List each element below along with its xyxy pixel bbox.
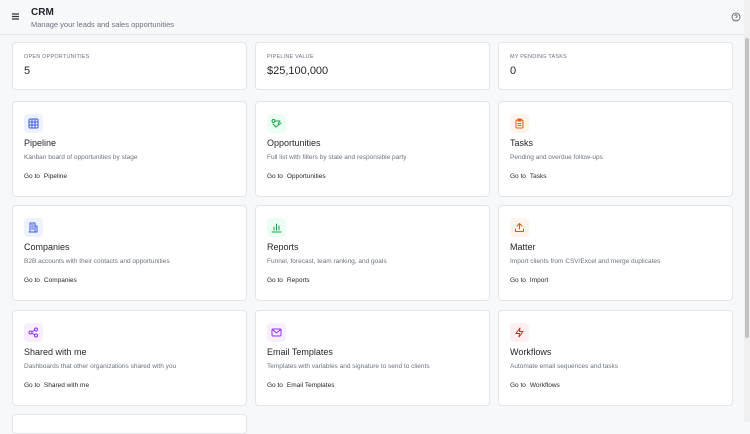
scrollbar-thumb[interactable] (745, 38, 749, 338)
module-description: Automate email sequences and tasks (510, 363, 619, 370)
module-title: Tasks (510, 138, 534, 148)
module-link[interactable]: Go to Opportunities (267, 173, 326, 180)
stat-value: $25,100,000 (267, 65, 329, 77)
module-link[interactable]: Go to Workflows (510, 382, 560, 389)
stat-value: 5 (24, 65, 31, 77)
module-icon (267, 114, 286, 133)
module-card[interactable]: Matter Import clients from CSV/Excel and … (498, 205, 733, 301)
help-button[interactable] (731, 12, 741, 22)
link-prefix: Go to (510, 173, 526, 180)
link-prefix: Go to (24, 173, 40, 180)
module-description: Import clients from CSV/Excel and merge … (510, 258, 661, 265)
link-target: Reports (286, 277, 310, 284)
link-target: Tasks (529, 173, 547, 180)
module-title: Companies (24, 242, 70, 252)
link-target: Opportunities (286, 173, 326, 180)
page-title: CRM (31, 7, 54, 18)
module-link[interactable]: Go to Import (510, 277, 548, 284)
module-link[interactable]: Go to Pipeline (24, 173, 67, 180)
link-target: Shared with me (43, 382, 90, 389)
link-prefix: Go to (510, 382, 526, 389)
module-card[interactable]: Reports Funnel, forecast, team ranking, a… (255, 205, 490, 301)
module-title: Shared with me (24, 347, 87, 357)
module-link[interactable]: Go to Tasks (510, 173, 547, 180)
module-icon (267, 323, 286, 342)
link-prefix: Go to (510, 277, 526, 284)
link-target: Email Templates (286, 382, 335, 389)
page-subtitle: Manage your leads and sales opportunitie… (31, 20, 175, 29)
icon-glyph (271, 223, 282, 233)
module-title: Workflows (510, 347, 552, 357)
module-link[interactable]: Go to Shared with me (24, 382, 89, 389)
module-card[interactable]: Workflows Automate email sequences and ta… (498, 310, 733, 406)
link-prefix: Go to (24, 277, 40, 284)
stat-label: OPEN OPPORTUNITIES (24, 54, 90, 60)
module-link[interactable]: Go to Email Templates (267, 382, 334, 389)
module-title: Opportunities (267, 138, 321, 148)
module-card[interactable]: Companies B2B accounts with their contact… (12, 205, 247, 301)
icon-glyph (515, 223, 524, 232)
link-prefix: Go to (24, 382, 40, 389)
module-title: Pipeline (24, 138, 57, 148)
module-card[interactable]: Tasks Pending and overdue follow-ups Go to… (498, 101, 733, 197)
module-card[interactable]: Pipeline Kanban board of opportunities by… (12, 101, 247, 197)
link-target: Import (529, 277, 549, 284)
link-prefix: Go to (267, 277, 283, 284)
stat-label: MY PENDING TASKS (510, 54, 567, 60)
module-description: Dashboards that other organizations shar… (24, 363, 177, 370)
module-description: Full list with filters by state and resp… (267, 154, 407, 161)
icon-glyph (28, 327, 38, 338)
module-title: Email Templates (267, 347, 333, 357)
module-icon (24, 323, 43, 342)
module-icon (510, 218, 529, 237)
module-description: Kanban board of opportunities by stage (24, 154, 138, 161)
module-icon (267, 218, 286, 237)
link-target: Workflows (529, 382, 560, 389)
header: CRM Manage your leads and sales opportun… (0, 0, 744, 35)
link-target: Companies (43, 277, 77, 284)
module-icon (510, 323, 529, 342)
module-card[interactable]: Email Templates Templates with variables … (255, 310, 490, 406)
link-target: Pipeline (43, 173, 68, 180)
link-prefix: Go to (267, 382, 283, 389)
menu-button[interactable] (9, 10, 22, 23)
module-description: B2B accounts with their contacts and opp… (24, 258, 170, 265)
stat-value: 0 (510, 65, 517, 77)
module-card-partial (12, 414, 247, 434)
icon-glyph (28, 118, 39, 129)
module-link[interactable]: Go to Reports (267, 277, 310, 284)
stat-card: MY PENDING TASKS 0 (498, 42, 733, 90)
stat-card: OPEN OPPORTUNITIES 5 (12, 42, 247, 90)
module-card[interactable]: Opportunities Full list with filters by s… (255, 101, 490, 197)
module-card[interactable]: Shared with me Dashboards that other orga… (12, 310, 247, 406)
module-icon (510, 114, 529, 133)
icon-glyph (271, 119, 282, 128)
module-description: Templates with variables and signature t… (267, 363, 430, 370)
stat-card: PIPELINE VALUE $25,100,000 (255, 42, 490, 90)
icon-glyph (271, 328, 282, 337)
icon-glyph (28, 222, 38, 233)
module-description: Funnel, forecast, team ranking, and goal… (267, 258, 387, 265)
link-prefix: Go to (267, 173, 283, 180)
module-icon (24, 114, 43, 133)
module-link[interactable]: Go to Companies (24, 277, 77, 284)
icon-glyph (515, 118, 524, 129)
module-title: Matter (510, 242, 536, 252)
module-title: Reports (267, 242, 299, 252)
stat-label: PIPELINE VALUE (267, 54, 314, 60)
module-description: Pending and overdue follow-ups (510, 154, 603, 161)
module-icon (24, 218, 43, 237)
icon-glyph (515, 327, 524, 338)
